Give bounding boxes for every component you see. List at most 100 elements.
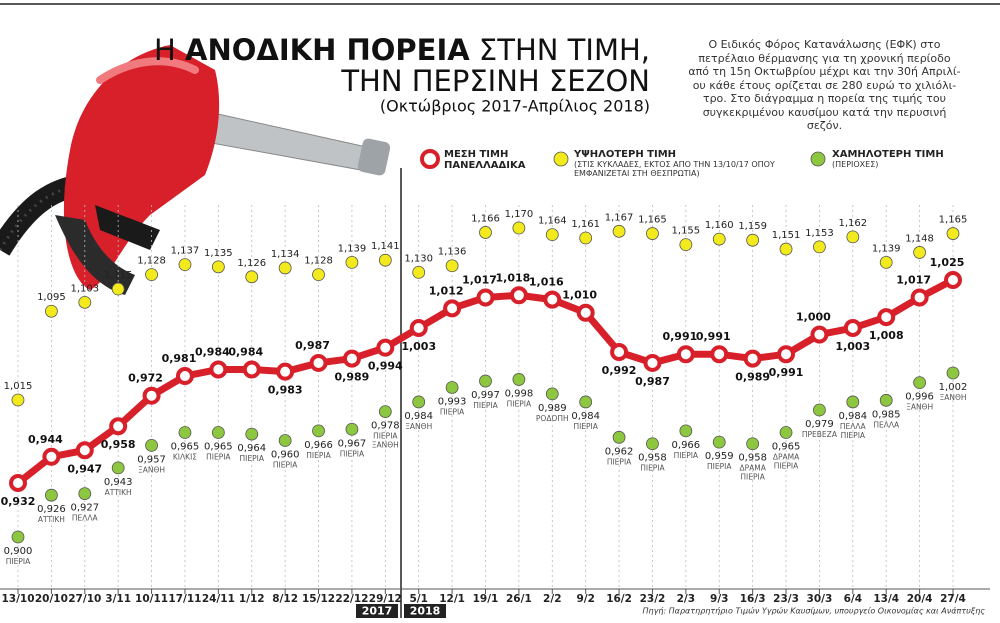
highest-point [145,268,158,282]
region-label: ΠΙΕΡΙΑ [674,451,699,460]
description-line: ου κάθε έτους ορίζεται σε 280 ευρώ το χι… [692,78,957,92]
highest-value-label: 1,136 [438,247,467,258]
region-label: ΔΡΑΜΑ [739,464,766,473]
lowest-value-label: 0,962 [605,446,634,457]
highest-value-label: 1,128 [137,256,166,267]
average-point [476,288,495,307]
region-label: ΠΙΕΡΙΑ [206,452,231,461]
lowest-value-label: 0,996 [905,392,934,403]
lowest-point [412,395,426,409]
lowest-value-label: 0,958 [638,453,667,464]
region-label: ΠΙΕΡΙΑ [507,399,532,408]
lowest-value-label: 0,984 [839,411,868,422]
highest-point [712,232,726,246]
highest-value-label: 1,155 [672,226,701,237]
lowest-point [44,488,58,502]
description-line: πετρέλαιο θέρμανσης για τη χρονική περίο… [698,51,951,65]
lowest-value-label: 0,957 [137,454,166,465]
description: Ο Ειδικός Φόρος Κατανάλωσης (ΕΦΚ) στο πετ… [652,38,997,133]
highest-value-label: 1,160 [705,220,734,231]
description-line: τρο. Στο διάγραμμα η πορεία της τιμής το… [702,92,947,105]
lowest-point [712,435,726,449]
highest-value-label: 1,153 [805,228,834,239]
highest-point [679,238,693,252]
lowest-point [211,426,225,439]
x-tick-label: 29/12 [369,593,402,605]
average-point [443,299,462,318]
average-point [175,367,194,386]
highest-value-label: 1,095 [37,292,66,303]
average-point [877,308,896,327]
highest-value-label: 1,130 [404,253,433,264]
lowest-point [846,395,860,409]
lowest-value-label: 0,959 [705,451,734,462]
average-point [276,362,295,381]
highest-point [913,246,927,259]
average-value-label: 0,947 [67,462,102,475]
highest-point [445,259,459,273]
highest-value-label: 1,103 [70,283,99,294]
average-value-label: 0,991 [769,366,804,379]
average-point [710,345,729,364]
highest-point [44,304,58,318]
average-value-label: 1,003 [835,340,870,353]
legend-entry: ΧΑΜΗΛΟΤΕΡΗ ΤΙΜΗ (ΠΕΡΙΟΧΕΣ) [832,149,992,169]
highest-point [211,260,225,274]
average-value-label: 0,989 [335,371,370,384]
highest-point [646,227,659,240]
region-label: ΞΑΝΘΗ [939,393,966,402]
highest-point [11,393,25,407]
lowest-point [512,373,526,386]
x-tick-label: 19/1 [473,593,499,605]
average-value-label: 0,991 [662,330,697,343]
region-label: ΠΙΕΡΙΑ [240,454,265,463]
average-point [643,353,662,372]
highest-value-label: 1,139 [872,243,901,254]
region-label: ΞΑΝΘΗ [906,403,933,412]
highest-value-label: 1,170 [505,209,534,220]
region-label: ΠΙΕΡΙΑ [774,461,799,470]
lowest-point [813,403,826,417]
legend-label: ΜΕΣΗ ΤΙΜΗ ΠΑΝΕΛΛΑΔΙΚΑ [444,149,526,171]
average-point [242,360,261,379]
highest-value-label: 1,128 [304,256,333,267]
lowest-value-label: 0,960 [271,450,300,461]
lowest-value-label: 0,998 [505,388,534,399]
highest-point [111,282,125,296]
legend-marker [553,151,569,167]
highest-point [512,221,526,235]
highest-point [78,295,92,309]
x-tick-label: 1/12 [239,593,265,605]
highest-value-label: 1,165 [638,215,667,226]
average-value-label: 0,981 [162,352,197,365]
x-tick-label: 17/11 [168,593,201,605]
x-tick-label: 30/3 [807,593,833,605]
lowest-value-label: 0,984 [404,411,433,422]
x-tick-label: 20/4 [907,593,933,605]
legend-marker [810,151,826,167]
highest-value-label: 1,167 [605,212,634,223]
title-bold: ΑΝΟΔΙΚΗ ΠΟΡΕΙΑ [185,33,470,67]
year-badge [404,604,446,618]
region-label: ΞΑΝΘΗ [405,422,432,431]
legend-label: ΧΑΜΗΛΟΤΕΡΗ ΤΙΜΗ [832,149,944,160]
highest-value-label: 1,139 [338,243,367,254]
year-label: 2018 [410,605,441,618]
region-label: ΠΙΕΡΙΑ [573,422,598,431]
lowest-point [11,530,25,544]
highest-point [412,265,426,279]
average-value-label: 0,984 [195,345,230,358]
average-point [376,338,395,357]
highest-point [345,255,359,269]
legend-note: (ΠΕΡΙΟΧΕΣ) [832,160,879,169]
title-post: ΣΤΗΝ ΤΙΜΗ, [479,33,650,67]
average-value-label: 0,987 [295,339,330,352]
region-label: ΠΙΕΡΙΑ [273,461,298,470]
lowest-point [779,426,793,439]
average-point [342,349,361,368]
x-tick-label: 23/3 [773,593,799,605]
average-point [910,288,929,307]
legend-label: ΥΨΗΛΟΤΕΡΗ ΤΙΜΗ [574,149,677,160]
average-value-label: 1,003 [401,340,436,353]
